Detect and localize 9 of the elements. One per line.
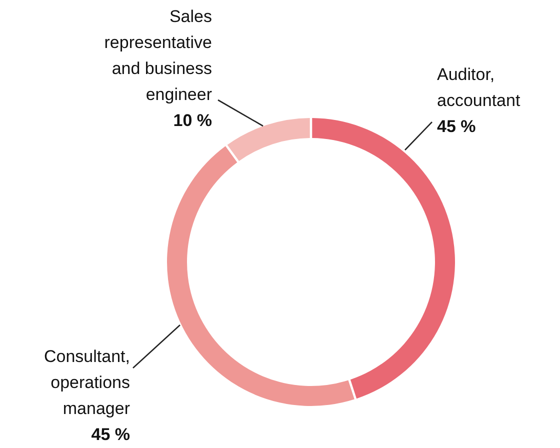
donut-slice bbox=[227, 118, 310, 162]
donut-slice bbox=[167, 146, 354, 406]
data-label: 45 % bbox=[437, 117, 476, 136]
slice-label: Consultant, operations manager bbox=[44, 347, 130, 418]
slice-label: Sales representative and business engineer bbox=[104, 7, 212, 104]
slice-label: Auditor, accountant bbox=[437, 65, 520, 110]
data-label: 45 % bbox=[91, 425, 130, 444]
data-label: 10 % bbox=[173, 111, 212, 130]
donut-slice bbox=[312, 118, 455, 399]
